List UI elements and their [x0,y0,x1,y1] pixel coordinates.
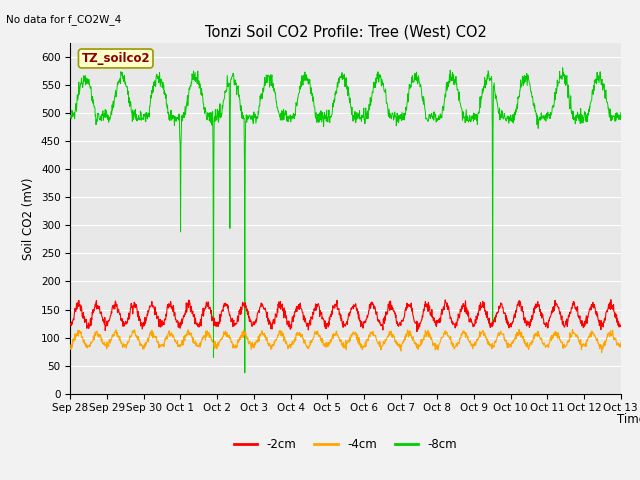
Legend: -2cm, -4cm, -8cm: -2cm, -4cm, -8cm [229,433,462,456]
Title: Tonzi Soil CO2 Profile: Tree (West) CO2: Tonzi Soil CO2 Profile: Tree (West) CO2 [205,24,486,39]
X-axis label: Time: Time [618,413,640,426]
Text: TZ_soilco2: TZ_soilco2 [81,52,150,65]
Text: No data for f_CO2W_4: No data for f_CO2W_4 [6,14,122,25]
Y-axis label: Soil CO2 (mV): Soil CO2 (mV) [22,177,35,260]
